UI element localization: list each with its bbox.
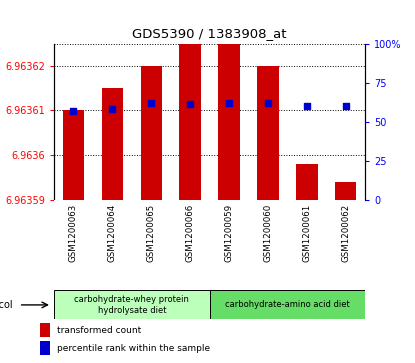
Text: carbohydrate-amino acid diet: carbohydrate-amino acid diet — [225, 301, 350, 309]
Point — [70, 108, 77, 114]
Point — [187, 102, 193, 107]
Bar — [218, 21, 240, 200]
Bar — [141, 66, 162, 200]
Point — [342, 103, 349, 109]
Text: GSM1200061: GSM1200061 — [303, 204, 311, 262]
Bar — [40, 323, 51, 338]
Point — [303, 103, 310, 109]
Bar — [210, 290, 365, 319]
Text: protocol: protocol — [0, 300, 12, 310]
Title: GDS5390 / 1383908_at: GDS5390 / 1383908_at — [132, 26, 287, 40]
Bar — [54, 290, 210, 319]
Bar — [102, 88, 123, 200]
Text: GSM1200066: GSM1200066 — [186, 204, 195, 262]
Bar — [296, 164, 317, 200]
Point — [265, 100, 271, 106]
Text: GSM1200062: GSM1200062 — [341, 204, 350, 262]
Text: transformed count: transformed count — [57, 326, 142, 335]
Text: GSM1200060: GSM1200060 — [264, 204, 272, 262]
Point — [226, 100, 232, 106]
Text: GSM1200059: GSM1200059 — [225, 204, 234, 262]
Bar — [257, 66, 278, 200]
Bar — [335, 182, 356, 200]
Text: GSM1200064: GSM1200064 — [108, 204, 117, 262]
Bar — [63, 110, 84, 200]
Text: GSM1200065: GSM1200065 — [147, 204, 156, 262]
Bar — [179, 44, 201, 200]
Point — [148, 100, 154, 106]
Bar — [40, 341, 51, 355]
Text: GSM1200063: GSM1200063 — [69, 204, 78, 262]
Text: carbohydrate-whey protein
hydrolysate diet: carbohydrate-whey protein hydrolysate di… — [74, 295, 189, 315]
Text: percentile rank within the sample: percentile rank within the sample — [57, 344, 210, 353]
Point — [109, 106, 116, 112]
